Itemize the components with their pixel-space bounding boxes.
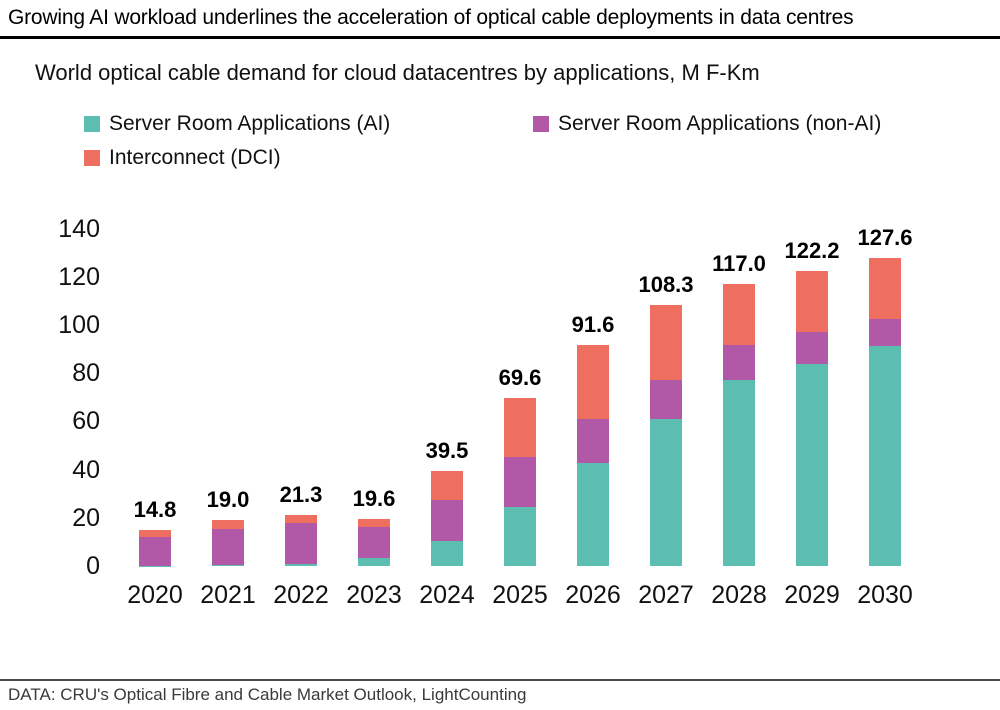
bar-segment-dci bbox=[504, 398, 536, 457]
bar-segment-non-ai bbox=[358, 526, 390, 559]
bar-segment-ai bbox=[431, 541, 463, 566]
page-title: Growing AI workload underlines the accel… bbox=[8, 6, 854, 29]
bar-segment-non-ai bbox=[723, 345, 755, 381]
x-axis-tick-label: 2029 bbox=[784, 581, 840, 609]
bar-segment-dci bbox=[869, 258, 901, 319]
bar-total-label: 108.3 bbox=[638, 271, 694, 297]
x-axis-tick-label: 2026 bbox=[565, 581, 621, 609]
y-axis-tick-label: 100 bbox=[58, 311, 100, 339]
bar-segment-ai bbox=[577, 462, 609, 566]
x-axis-tick-label: 2024 bbox=[419, 581, 475, 609]
data-source: DATA: CRU's Optical Fibre and Cable Mark… bbox=[8, 685, 527, 704]
y-axis-tick-label: 60 bbox=[72, 407, 100, 436]
x-axis-tick-label: 2020 bbox=[127, 581, 183, 609]
y-axis-tick-label: 20 bbox=[72, 503, 100, 532]
legend-swatch-ai-icon bbox=[84, 116, 100, 132]
bar-segment-dci bbox=[723, 284, 755, 346]
bar-segment-ai bbox=[723, 380, 755, 566]
bar-segment-dci bbox=[358, 518, 390, 527]
bar-segment-ai bbox=[212, 565, 244, 566]
bar-total-label: 69.6 bbox=[498, 365, 542, 391]
bar-total-label: 117.0 bbox=[712, 251, 766, 277]
bar-segment-non-ai bbox=[285, 522, 317, 564]
bar-segment-non-ai bbox=[796, 332, 828, 364]
bar-segment-dci bbox=[285, 514, 317, 523]
bar-total-label: 39.5 bbox=[425, 437, 469, 463]
x-axis-tick-label: 2021 bbox=[200, 581, 256, 609]
legend-item-ai: Server Room Applications (AI) bbox=[84, 109, 390, 139]
bar-segment-dci bbox=[796, 271, 828, 333]
bar-segment-ai bbox=[650, 418, 682, 566]
legend-label-ai: Server Room Applications (AI) bbox=[109, 112, 391, 135]
bar-segment-dci bbox=[139, 530, 171, 538]
bar-segment-ai bbox=[358, 558, 390, 566]
y-axis-tick-label: 40 bbox=[72, 455, 100, 484]
bar-segment-dci bbox=[650, 304, 682, 381]
x-axis-tick-label: 2025 bbox=[492, 581, 548, 609]
bar-segment-non-ai bbox=[869, 318, 901, 346]
x-axis-tick-label: 2023 bbox=[346, 581, 402, 609]
bar-segment-ai bbox=[796, 363, 828, 566]
bar-total-label: 14.8 bbox=[133, 497, 177, 523]
footer-divider bbox=[0, 679, 1000, 681]
y-axis-tick-label: 120 bbox=[58, 262, 100, 291]
bar-total-label: 19.6 bbox=[352, 485, 396, 511]
title-underline bbox=[0, 36, 1000, 39]
legend-label-non-ai: Server Room Applications (non-AI) bbox=[558, 112, 882, 135]
bar-total-label: 122.2 bbox=[784, 238, 840, 264]
bar-segment-non-ai bbox=[431, 499, 463, 542]
legend-swatch-dci-icon bbox=[84, 150, 100, 166]
bar-segment-dci bbox=[431, 470, 463, 500]
bar-total-label: 127.6 bbox=[857, 225, 913, 251]
legend-swatch-non-ai-icon bbox=[533, 116, 549, 132]
x-axis-tick-label: 2027 bbox=[638, 581, 694, 609]
bar-segment-ai bbox=[504, 507, 536, 566]
legend-label-dci: Interconnect (DCI) bbox=[109, 146, 281, 169]
legend-item-non-ai: Server Room Applications (non-AI) bbox=[533, 109, 881, 139]
chart-subtitle: World optical cable demand for cloud dat… bbox=[35, 60, 760, 85]
x-axis-tick-label: 2022 bbox=[273, 581, 329, 609]
bar-segment-non-ai bbox=[650, 380, 682, 419]
bar-segment-non-ai bbox=[212, 528, 244, 566]
bar-segment-dci bbox=[577, 345, 609, 419]
y-axis-tick-label: 80 bbox=[72, 359, 100, 388]
bar-segment-ai bbox=[869, 345, 901, 566]
y-axis-tick-label: 0 bbox=[86, 552, 100, 580]
legend-item-dci: Interconnect (DCI) bbox=[84, 143, 281, 173]
x-axis-tick-label: 2028 bbox=[711, 581, 767, 609]
bar-segment-dci bbox=[212, 520, 244, 529]
bar-segment-non-ai bbox=[577, 418, 609, 463]
bar-segment-non-ai bbox=[139, 537, 171, 566]
bar-total-label: 91.6 bbox=[571, 312, 615, 338]
bar-segment-non-ai bbox=[504, 456, 536, 508]
x-axis-tick-label: 2030 bbox=[857, 581, 913, 609]
bar-total-label: 21.3 bbox=[279, 481, 323, 507]
bar-segment-ai bbox=[285, 563, 317, 566]
bar-total-label: 19.0 bbox=[206, 487, 250, 513]
y-axis-tick-label: 140 bbox=[58, 214, 100, 243]
